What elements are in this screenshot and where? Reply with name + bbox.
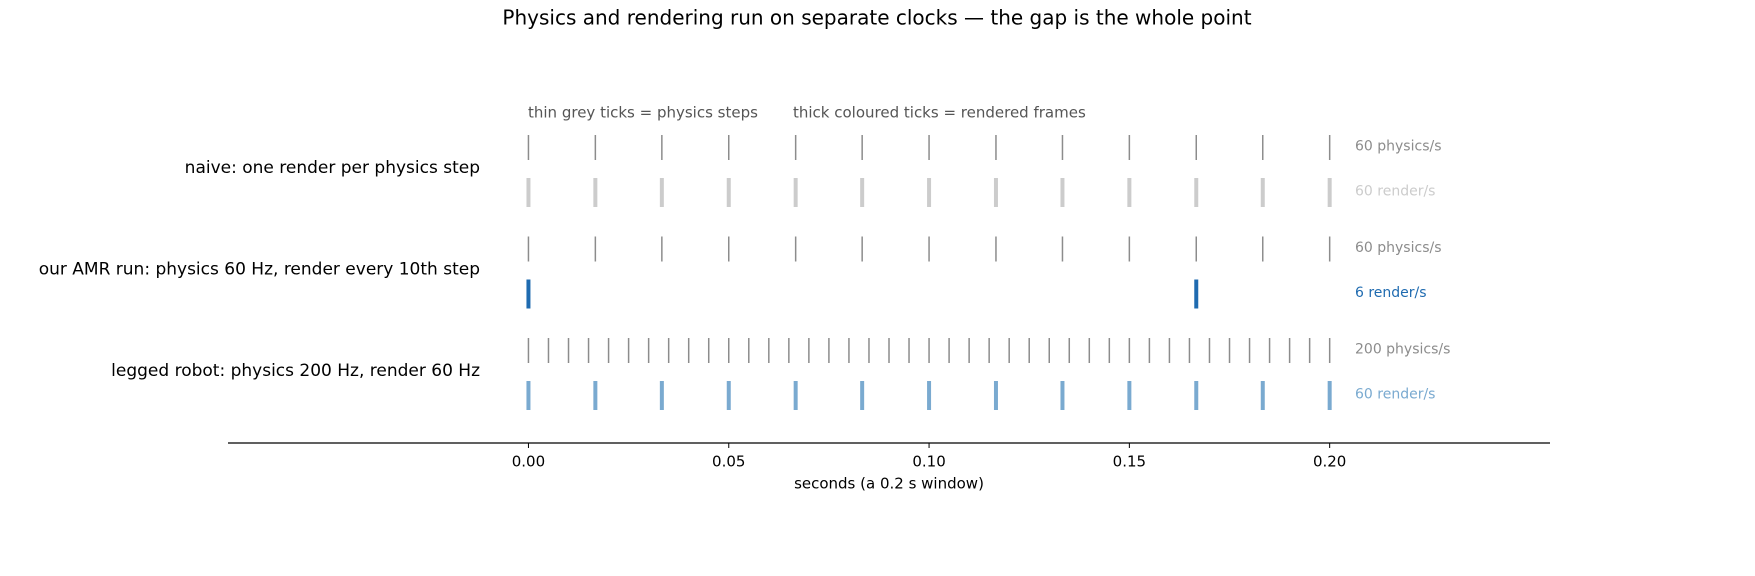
x-tick-label: 0.15: [1113, 453, 1146, 471]
series-label: 60 render/s: [1355, 184, 1435, 200]
x-tick-label: 0.10: [912, 453, 945, 471]
series-label: 200 physics/s: [1355, 342, 1450, 358]
annotation: thick coloured ticks = rendered frames: [793, 104, 1086, 122]
x-tick-label: 0.00: [512, 453, 545, 471]
row-label: naive: one render per physics step: [185, 158, 480, 178]
x-tick-label: 0.20: [1313, 453, 1346, 471]
row-label: our AMR run: physics 60 Hz, render every…: [39, 260, 480, 280]
series-label: 60 physics/s: [1355, 240, 1442, 256]
x-axis-label: seconds (a 0.2 s window): [794, 475, 984, 493]
row-label: legged robot: physics 200 Hz, render 60 …: [111, 361, 480, 381]
series-label: 6 render/s: [1355, 285, 1427, 301]
chart-title: Physics and rendering run on separate cl…: [502, 6, 1251, 30]
x-tick-label: 0.05: [712, 453, 745, 471]
series-label: 60 render/s: [1355, 387, 1435, 403]
annotation: thin grey ticks = physics steps: [528, 104, 758, 122]
series-label: 60 physics/s: [1355, 139, 1442, 155]
